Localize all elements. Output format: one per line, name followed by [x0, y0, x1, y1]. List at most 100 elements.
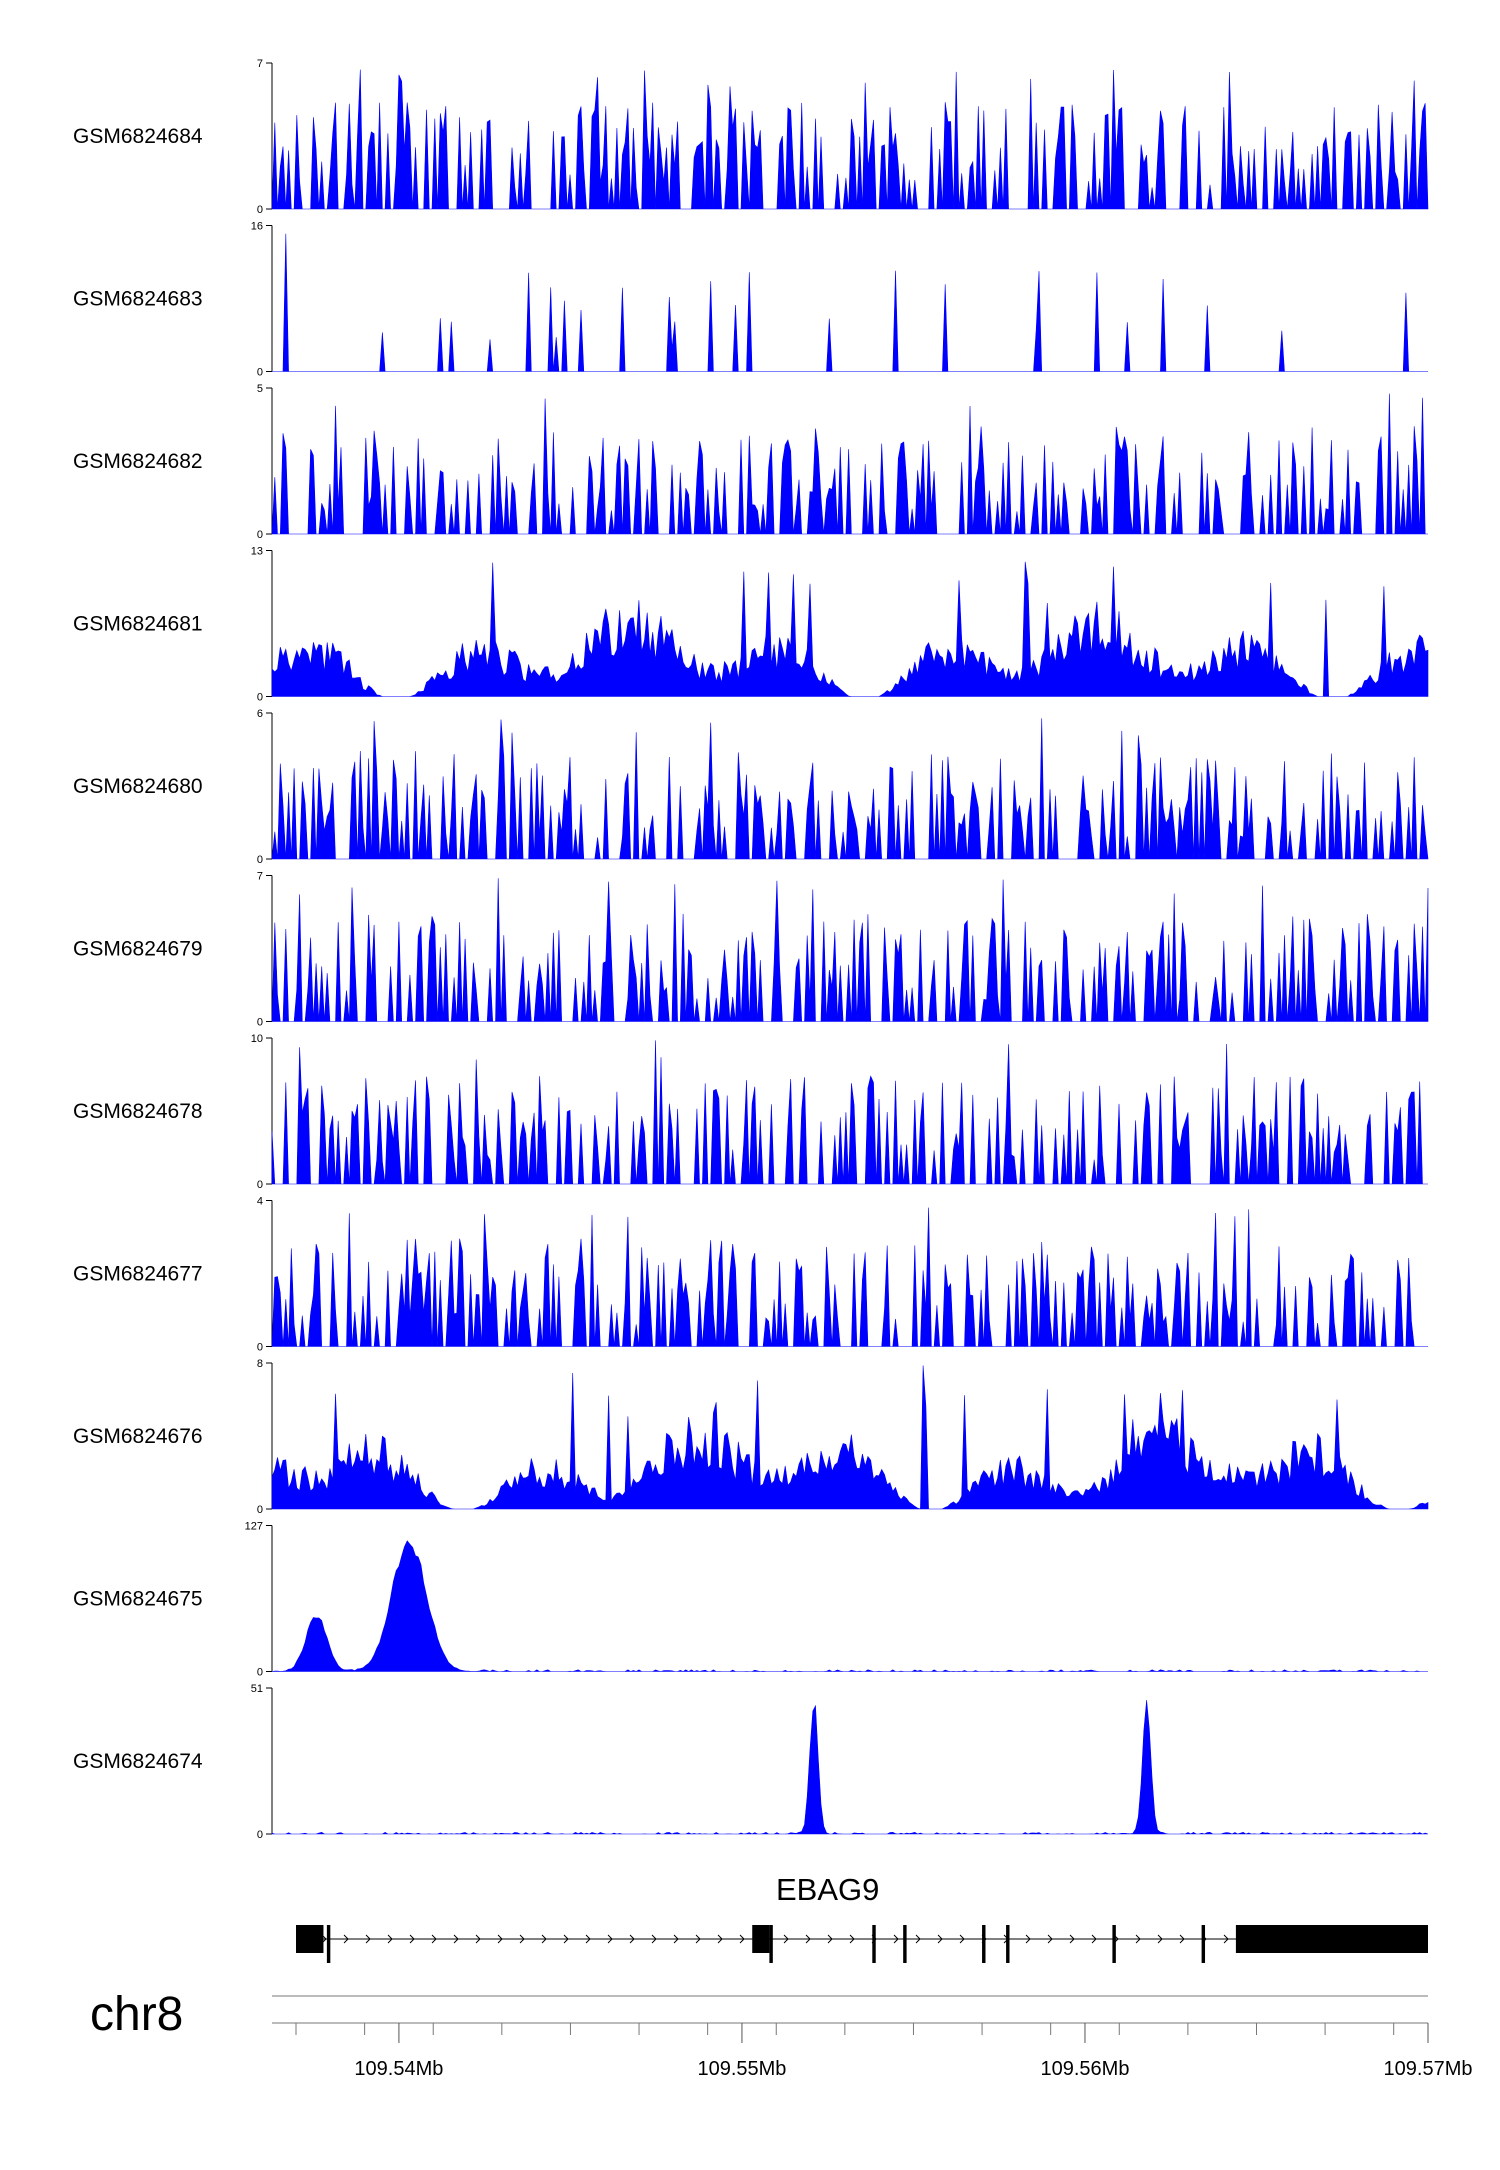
strand-arrow	[1025, 1934, 1031, 1944]
y-tick-label-max: 10	[251, 1033, 263, 1045]
y-tick-label-min: 0	[257, 1342, 263, 1354]
gene-model: EBAG9	[296, 1872, 1428, 1963]
strand-arrow	[497, 1934, 503, 1944]
y-tick-label-max: 7	[257, 871, 263, 883]
strand-arrow	[959, 1934, 965, 1944]
exon	[326, 1925, 331, 1963]
strand-arrow	[585, 1934, 591, 1944]
strand-arrow	[739, 1934, 745, 1944]
axis-tick-label: 109.57Mb	[1384, 2058, 1473, 2080]
coverage-tracks: GSM682468470GSM6824683160GSM682468250GSM…	[73, 58, 1429, 1841]
track: GSM6824674 51 0	[73, 1683, 1429, 1841]
y-tick-label-max: 4	[257, 1196, 263, 1208]
chromosome-label: chr8	[90, 1988, 183, 2041]
strand-arrow	[387, 1934, 393, 1944]
track-label: GSM6824676	[73, 1425, 203, 1448]
y-tick-label-min: 0	[257, 1179, 263, 1191]
strand-arrow	[563, 1934, 569, 1944]
axis-tick-label: 109.55Mb	[697, 2058, 786, 2080]
strand-arrow	[827, 1934, 833, 1944]
strand-arrow	[1223, 1934, 1229, 1944]
strand-arrow	[1069, 1934, 1075, 1944]
track-label: GSM6824682	[73, 450, 203, 473]
axis-tick-label: 109.54Mb	[354, 2058, 443, 2080]
strand-arrow	[541, 1934, 547, 1944]
y-tick-label-min: 0	[257, 1017, 263, 1029]
strand-arrow	[1047, 1934, 1053, 1944]
y-tick-label-max: 127	[245, 1521, 263, 1533]
strand-arrow	[343, 1934, 349, 1944]
coverage-area	[271, 878, 1429, 1022]
track-label: GSM6824679	[73, 938, 203, 961]
axis-tick-label: 109.56Mb	[1040, 2058, 1129, 2080]
coverage-area	[271, 718, 1429, 860]
track: GSM6824682 5 0	[73, 383, 1428, 541]
y-tick-label-min: 0	[257, 1829, 263, 1841]
track: GSM6824683 16 0	[73, 221, 1428, 379]
track-label: GSM6824684	[73, 125, 203, 148]
track: GSM6824676 8 0	[73, 1358, 1429, 1516]
track: GSM6824679 7 0	[73, 871, 1429, 1029]
exon	[1235, 1925, 1428, 1953]
strand-arrow	[783, 1934, 789, 1944]
coverage-area	[271, 561, 1429, 697]
y-tick-label-max: 8	[257, 1358, 263, 1370]
y-tick-label-max: 16	[251, 221, 263, 233]
strand-arrow	[673, 1934, 679, 1944]
strand-arrow	[431, 1934, 437, 1944]
strand-arrow	[1091, 1934, 1097, 1944]
strand-arrow	[695, 1934, 701, 1944]
exon	[1006, 1925, 1010, 1963]
y-tick-label-min: 0	[257, 367, 263, 379]
strand-arrow	[893, 1934, 899, 1944]
exon	[752, 1925, 770, 1953]
strand-arrow	[607, 1934, 613, 1944]
coverage-area	[271, 1700, 1429, 1835]
strand-arrow	[453, 1934, 459, 1944]
gene-label: EBAG9	[776, 1872, 879, 1907]
strand-arrow	[849, 1934, 855, 1944]
y-tick-label-max: 13	[251, 546, 263, 558]
exon	[296, 1925, 324, 1953]
strand-arrow	[409, 1934, 415, 1944]
coverage-area	[271, 1040, 1428, 1185]
strand-arrow	[1135, 1934, 1141, 1944]
strand-arrow	[475, 1934, 481, 1944]
y-tick-label-min: 0	[257, 1667, 263, 1679]
track: GSM6824680 6 0	[73, 708, 1429, 866]
track: GSM6824678 10 0	[73, 1033, 1428, 1191]
exon	[1201, 1925, 1206, 1963]
y-tick-label-max: 51	[251, 1683, 263, 1695]
track-label: GSM6824681	[73, 613, 203, 636]
strand-arrow	[937, 1934, 943, 1944]
strand-arrow	[629, 1934, 635, 1944]
strand-arrow	[915, 1934, 921, 1944]
track: GSM6824675 127 0	[73, 1521, 1428, 1679]
y-tick-label-min: 0	[257, 854, 263, 866]
coverage-area	[271, 1540, 1428, 1672]
strand-arrow	[651, 1934, 657, 1944]
coverage-area	[271, 1365, 1429, 1510]
coverage-area	[271, 69, 1429, 210]
exon	[982, 1925, 986, 1963]
strand-arrow	[365, 1934, 371, 1944]
y-tick-label-min: 0	[257, 692, 263, 704]
track-label: GSM6824677	[73, 1263, 203, 1286]
exon	[903, 1925, 907, 1963]
exon	[872, 1925, 876, 1963]
track: GSM6824681 13 0	[73, 546, 1429, 704]
strand-arrow	[1157, 1934, 1163, 1944]
strand-arrow	[805, 1934, 811, 1944]
y-tick-label-max: 6	[257, 708, 263, 720]
track-label: GSM6824675	[73, 1588, 203, 1611]
coverage-area	[271, 393, 1428, 535]
y-tick-label-min: 0	[257, 204, 263, 216]
genome-axis: chr8 109.54Mb 109.55Mb 109.56Mb 109.57Mb	[90, 1988, 1472, 2080]
strand-arrow	[717, 1934, 723, 1944]
track-label: GSM6824678	[73, 1100, 203, 1123]
track: GSM6824684 7 0	[73, 58, 1429, 216]
coverage-area	[271, 1207, 1428, 1347]
coverage-area	[272, 233, 1428, 372]
track-label: GSM6824683	[73, 288, 203, 311]
